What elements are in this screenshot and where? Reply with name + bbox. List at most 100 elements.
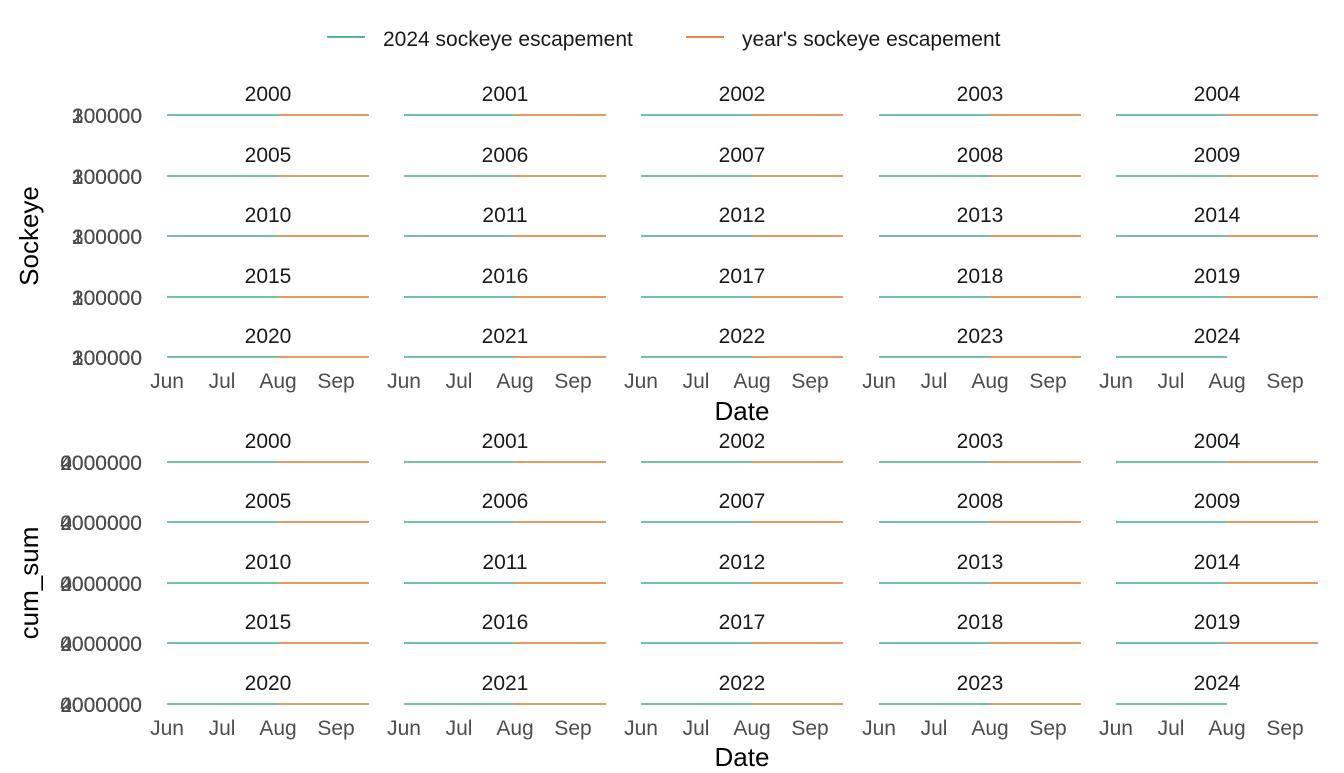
y-tick-label-c1-r1-0: 4000000: [60, 512, 142, 535]
facet-strip-2023-c0: 2023: [957, 325, 1004, 348]
y-tick-label-c0-r4-0: 200000: [72, 347, 142, 370]
x-tick-label-Jun-p2-c1: Jun: [624, 717, 658, 740]
facet-strip-2020-c0: 2020: [245, 325, 292, 348]
x-tick-label-Aug-p2-c0: Aug: [733, 370, 770, 393]
y-tick-label-c0-r0-0: 200000: [72, 105, 142, 128]
facet-strip-2021-c1: 2021: [482, 672, 529, 695]
facet-strip-2008-c0: 2008: [957, 144, 1004, 167]
legend: 2024 sockeye escapement year's sockeye e…: [327, 28, 1001, 51]
x-tick-label-Jun-p2-c0: Jun: [624, 370, 658, 393]
facet-strip-2023-c1: 2023: [957, 672, 1004, 695]
y-tick-label-c1-r2-1: 2000000: [60, 573, 142, 596]
y-tick-label-c0-r0-2: 100000: [72, 105, 142, 128]
x-axis-title-c1: Date: [715, 742, 770, 768]
y-axis-title-c0: Sockeye: [14, 186, 44, 286]
y-tick-label-c1-r4-1: 2000000: [60, 694, 142, 717]
facet-strip-2004-c1: 2004: [1194, 430, 1241, 453]
facet-strip-2006-c1: 2006: [482, 490, 529, 513]
y-tick-label-c0-r1-0: 200000: [72, 166, 142, 189]
facet-strip-2016-c1: 2016: [482, 611, 529, 634]
facet-strip-2009-c1: 2009: [1194, 490, 1241, 513]
facet-strip-2001-c1: 2001: [482, 430, 529, 453]
x-tick-label-Sep-p0-c1: Sep: [317, 717, 354, 740]
y-tick-label-c1-r3-2: 0000000: [60, 633, 142, 656]
x-tick-label-Aug-p4-c0: Aug: [1208, 370, 1245, 393]
x-tick-label-Jul-p2-c1: Jul: [683, 717, 710, 740]
x-tick-label-Jun-p1-c0: Jun: [387, 370, 421, 393]
legend-label-year: year's sockeye escapement: [742, 28, 1001, 51]
y-tick-label-c1-r3-1: 2000000: [60, 633, 142, 656]
facet-strip-2010-c0: 2010: [245, 204, 292, 227]
x-tick-label-Jul-p4-c1: Jul: [1158, 717, 1185, 740]
x-tick-label-Jul-p1-c1: Jul: [446, 717, 473, 740]
x-tick-label-Jun-p0-c0: Jun: [150, 370, 184, 393]
x-tick-label-Jun-p4-c0: Jun: [1099, 370, 1133, 393]
x-tick-label-Sep-p2-c0: Sep: [791, 370, 828, 393]
y-tick-label-c0-r4-1: 300000: [72, 347, 142, 370]
y-tick-label-c1-r2-2: 0000000: [60, 573, 142, 596]
x-tick-label-Aug-p2-c1: Aug: [733, 717, 770, 740]
x-tick-label-Jul-p3-c0: Jul: [921, 370, 948, 393]
x-tick-label-Jun-p0-c1: Jun: [150, 717, 184, 740]
y-axis-title-c1: cum_sum: [14, 527, 44, 640]
y-tick-label-c1-r4-0: 4000000: [60, 694, 142, 717]
y-tick-label-c0-r2-0: 200000: [72, 226, 142, 249]
facet-strip-2013-c0: 2013: [957, 204, 1004, 227]
facet-strip-2011-c0: 2011: [482, 204, 527, 227]
facet-strip-2004-c0: 2004: [1194, 83, 1241, 106]
y-tick-label-c0-r4-2: 100000: [72, 347, 142, 370]
facet-strip-2003-c1: 2003: [957, 430, 1004, 453]
x-tick-label-Jun-p3-c1: Jun: [862, 717, 896, 740]
y-tick-label-c1-r0-1: 2000000: [60, 452, 142, 475]
facet-strip-2018-c0: 2018: [957, 265, 1004, 288]
facet-strip-2006-c0: 2006: [482, 144, 529, 167]
facet-strip-2016-c0: 2016: [482, 265, 529, 288]
facet-strip-2003-c0: 2003: [957, 83, 1004, 106]
x-tick-label-Jun-p1-c1: Jun: [387, 717, 421, 740]
facet-strip-2012-c1: 2012: [719, 551, 766, 574]
x-tick-label-Aug-p3-c0: Aug: [971, 370, 1008, 393]
x-tick-label-Jul-p2-c0: Jul: [683, 370, 710, 393]
x-tick-label-Sep-p2-c1: Sep: [791, 717, 828, 740]
y-tick-label-c1-r4-2: 0000000: [60, 694, 142, 717]
x-tick-label-Sep-p1-c0: Sep: [554, 370, 591, 393]
y-tick-label-c1-r1-1: 2000000: [60, 512, 142, 535]
facet-strip-2012-c0: 2012: [719, 204, 766, 227]
y-tick-label-c0-r2-1: 300000: [72, 226, 142, 249]
facet-strip-2021-c0: 2021: [482, 325, 529, 348]
facet-strip-2013-c1: 2013: [957, 551, 1004, 574]
x-tick-label-Sep-p3-c0: Sep: [1029, 370, 1066, 393]
facet-strip-2001-c0: 2001: [482, 83, 529, 106]
facet-strip-2024-c0: 2024: [1194, 325, 1241, 348]
x-tick-label-Jul-p4-c0: Jul: [1158, 370, 1185, 393]
facet-strip-2008-c1: 2008: [957, 490, 1004, 513]
facet-strip-2022-c0: 2022: [719, 325, 766, 348]
x-tick-label-Jun-p3-c0: Jun: [862, 370, 896, 393]
y-tick-label-c0-r3-0: 200000: [72, 287, 142, 310]
y-tick-label-c1-r3-0: 4000000: [60, 633, 142, 656]
x-tick-label-Aug-p0-c0: Aug: [259, 370, 296, 393]
y-tick-label-c0-r1-2: 100000: [72, 166, 142, 189]
y-tick-label-c0-r3-1: 300000: [72, 287, 142, 310]
y-tick-label-c1-r0-2: 0000000: [60, 452, 142, 475]
x-tick-label-Aug-p4-c1: Aug: [1208, 717, 1245, 740]
x-tick-label-Jul-p0-c0: Jul: [209, 370, 236, 393]
legend-label-2024: 2024 sockeye escapement: [383, 28, 633, 51]
facet-strip-2024-c1: 2024: [1194, 672, 1241, 695]
facet-strip-2011-c1: 2011: [482, 551, 527, 574]
facet-strip-2019-c0: 2019: [1194, 265, 1241, 288]
facet-strip-2000-c1: 2000: [245, 430, 292, 453]
facet-strip-2018-c1: 2018: [957, 611, 1004, 634]
x-tick-label-Sep-p4-c0: Sep: [1266, 370, 1303, 393]
x-tick-label-Jul-p3-c1: Jul: [921, 717, 948, 740]
facet-strip-2017-c0: 2017: [719, 265, 766, 288]
facet-strip-2005-c1: 2005: [245, 490, 292, 513]
y-tick-label-c0-r0-1: 300000: [72, 105, 142, 128]
facet-strip-2022-c1: 2022: [719, 672, 766, 695]
x-tick-label-Jun-p4-c1: Jun: [1099, 717, 1133, 740]
facet-strip-2002-c1: 2002: [719, 430, 766, 453]
facet-strip-2015-c1: 2015: [245, 611, 292, 634]
x-tick-label-Aug-p0-c1: Aug: [259, 717, 296, 740]
facet-strip-2017-c1: 2017: [719, 611, 766, 634]
